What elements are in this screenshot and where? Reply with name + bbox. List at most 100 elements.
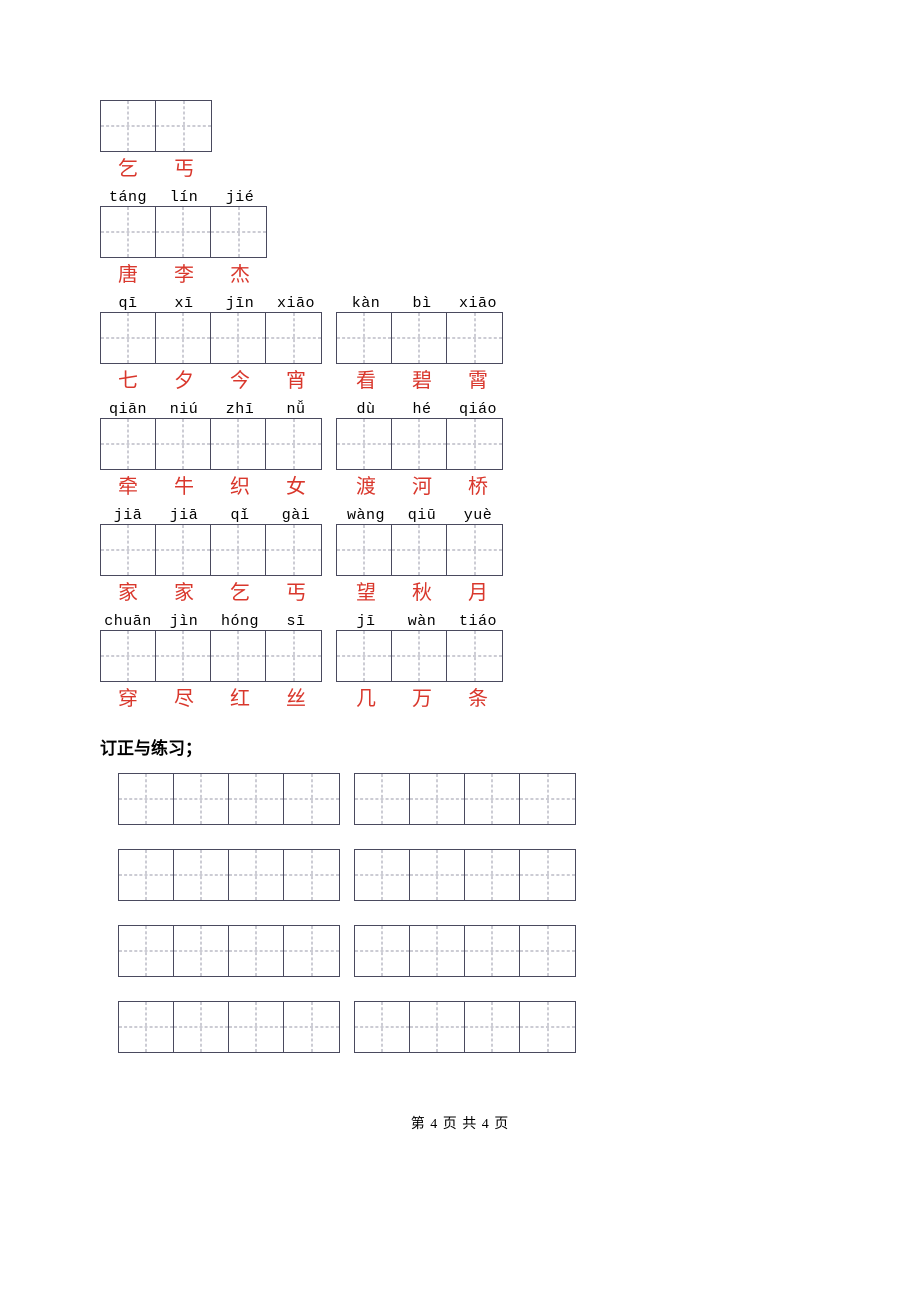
pinyin-cell: tiáo xyxy=(450,613,506,630)
grid-cell xyxy=(156,419,211,469)
hanzi-row: 穿尽红丝几万条 xyxy=(100,682,820,710)
pinyin-cell: hóng xyxy=(212,613,268,630)
hanzi-cell: 家 xyxy=(100,576,156,605)
hanzi-cell: 丐 xyxy=(268,576,324,605)
pinyin-row: chuānjìnhóngsījīwàntiáo xyxy=(100,608,820,630)
pinyin-cell: xī xyxy=(156,295,212,312)
grid-cell xyxy=(229,1002,284,1052)
grid-group xyxy=(100,206,267,258)
hanzi-cell: 家 xyxy=(156,576,212,605)
grid-cell xyxy=(266,419,321,469)
grid-group xyxy=(100,630,322,682)
grid-cell xyxy=(465,1002,520,1052)
grid-cell xyxy=(156,101,211,151)
grid-cell xyxy=(392,419,447,469)
hanzi-cell: 秋 xyxy=(394,576,450,605)
page-footer: 第 4 页 共 4 页 xyxy=(100,1113,820,1133)
grid-cell xyxy=(520,850,575,900)
grid-cell xyxy=(520,926,575,976)
grid-cell xyxy=(337,419,392,469)
grid-group xyxy=(118,1001,340,1053)
hanzi-cell: 丝 xyxy=(268,682,324,711)
grid-group xyxy=(336,312,503,364)
grid-cell xyxy=(211,525,266,575)
hanzi-cell: 河 xyxy=(394,470,450,499)
grid-cell xyxy=(119,926,174,976)
pinyin-cell: bì xyxy=(394,295,450,312)
grid-group xyxy=(354,773,576,825)
grid-cell xyxy=(392,313,447,363)
practice-block xyxy=(100,773,820,1053)
poem-row: tánglínjié唐李杰 xyxy=(100,184,820,286)
hanzi-cell: 乞 xyxy=(100,152,156,181)
grid-cell xyxy=(355,850,410,900)
hanzi-row: 牵牛织女渡河桥 xyxy=(100,470,820,498)
pinyin-cell: jiā xyxy=(156,507,212,524)
grid-cell xyxy=(101,101,156,151)
grid-group xyxy=(354,1001,576,1053)
hanzi-cell: 霄 xyxy=(450,364,506,393)
grid-cell xyxy=(229,926,284,976)
grid-cell xyxy=(229,774,284,824)
practice-title: 订正与练习； xyxy=(100,734,820,759)
grid-cell xyxy=(447,525,502,575)
grid-cell xyxy=(101,419,156,469)
grid-row xyxy=(100,206,820,258)
grid-cell xyxy=(355,1002,410,1052)
pinyin-cell: yuè xyxy=(450,507,506,524)
pinyin-cell: jìn xyxy=(156,613,212,630)
pinyin-cell: qǐ xyxy=(212,507,268,524)
pinyin-cell: nǚ xyxy=(268,401,324,418)
pinyin-row: tánglínjié xyxy=(100,184,820,206)
pinyin-cell: zhī xyxy=(212,401,268,418)
pinyin-cell: jié xyxy=(212,189,268,206)
grid-cell xyxy=(156,525,211,575)
grid-cell xyxy=(156,313,211,363)
grid-group xyxy=(354,925,576,977)
hanzi-row: 乞丐 xyxy=(100,152,820,180)
practice-row xyxy=(118,925,820,977)
pinyin-cell: dù xyxy=(338,401,394,418)
grid-cell xyxy=(101,525,156,575)
pinyin-cell: qī xyxy=(100,295,156,312)
grid-cell xyxy=(284,774,339,824)
grid-group xyxy=(118,773,340,825)
grid-cell xyxy=(520,774,575,824)
grid-cell xyxy=(392,525,447,575)
pinyin-cell: jiā xyxy=(100,507,156,524)
grid-cell xyxy=(266,525,321,575)
hanzi-cell: 宵 xyxy=(268,364,324,393)
grid-group xyxy=(336,418,503,470)
pinyin-cell: xiāo xyxy=(268,295,324,312)
grid-cell xyxy=(410,774,465,824)
grid-group xyxy=(118,925,340,977)
grid-cell xyxy=(229,850,284,900)
grid-cell xyxy=(101,631,156,681)
grid-cell xyxy=(119,850,174,900)
practice-row xyxy=(118,773,820,825)
pinyin-cell: kàn xyxy=(338,295,394,312)
hanzi-cell: 几 xyxy=(338,682,394,711)
grid-cell xyxy=(392,631,447,681)
grid-cell xyxy=(174,926,229,976)
poem-row: jiājiāqǐgàiwàngqiūyuè家家乞丐望秋月 xyxy=(100,502,820,604)
practice-row xyxy=(118,849,820,901)
hanzi-cell: 牵 xyxy=(100,470,156,499)
hanzi-cell: 七 xyxy=(100,364,156,393)
pinyin-row: jiājiāqǐgàiwàngqiūyuè xyxy=(100,502,820,524)
poem-row: 乞丐 xyxy=(100,100,820,180)
hanzi-cell: 女 xyxy=(268,470,324,499)
grid-cell xyxy=(355,774,410,824)
poem-row: chuānjìnhóngsījīwàntiáo 穿尽红丝几万条 xyxy=(100,608,820,710)
hanzi-cell: 渡 xyxy=(338,470,394,499)
pinyin-cell: sī xyxy=(268,613,324,630)
grid-cell xyxy=(410,1002,465,1052)
pinyin-cell: jī xyxy=(338,613,394,630)
hanzi-cell: 丐 xyxy=(156,152,212,181)
grid-cell xyxy=(410,926,465,976)
grid-cell xyxy=(447,631,502,681)
grid-cell xyxy=(355,926,410,976)
hanzi-cell: 条 xyxy=(450,682,506,711)
hanzi-cell: 桥 xyxy=(450,470,506,499)
grid-group xyxy=(336,524,503,576)
